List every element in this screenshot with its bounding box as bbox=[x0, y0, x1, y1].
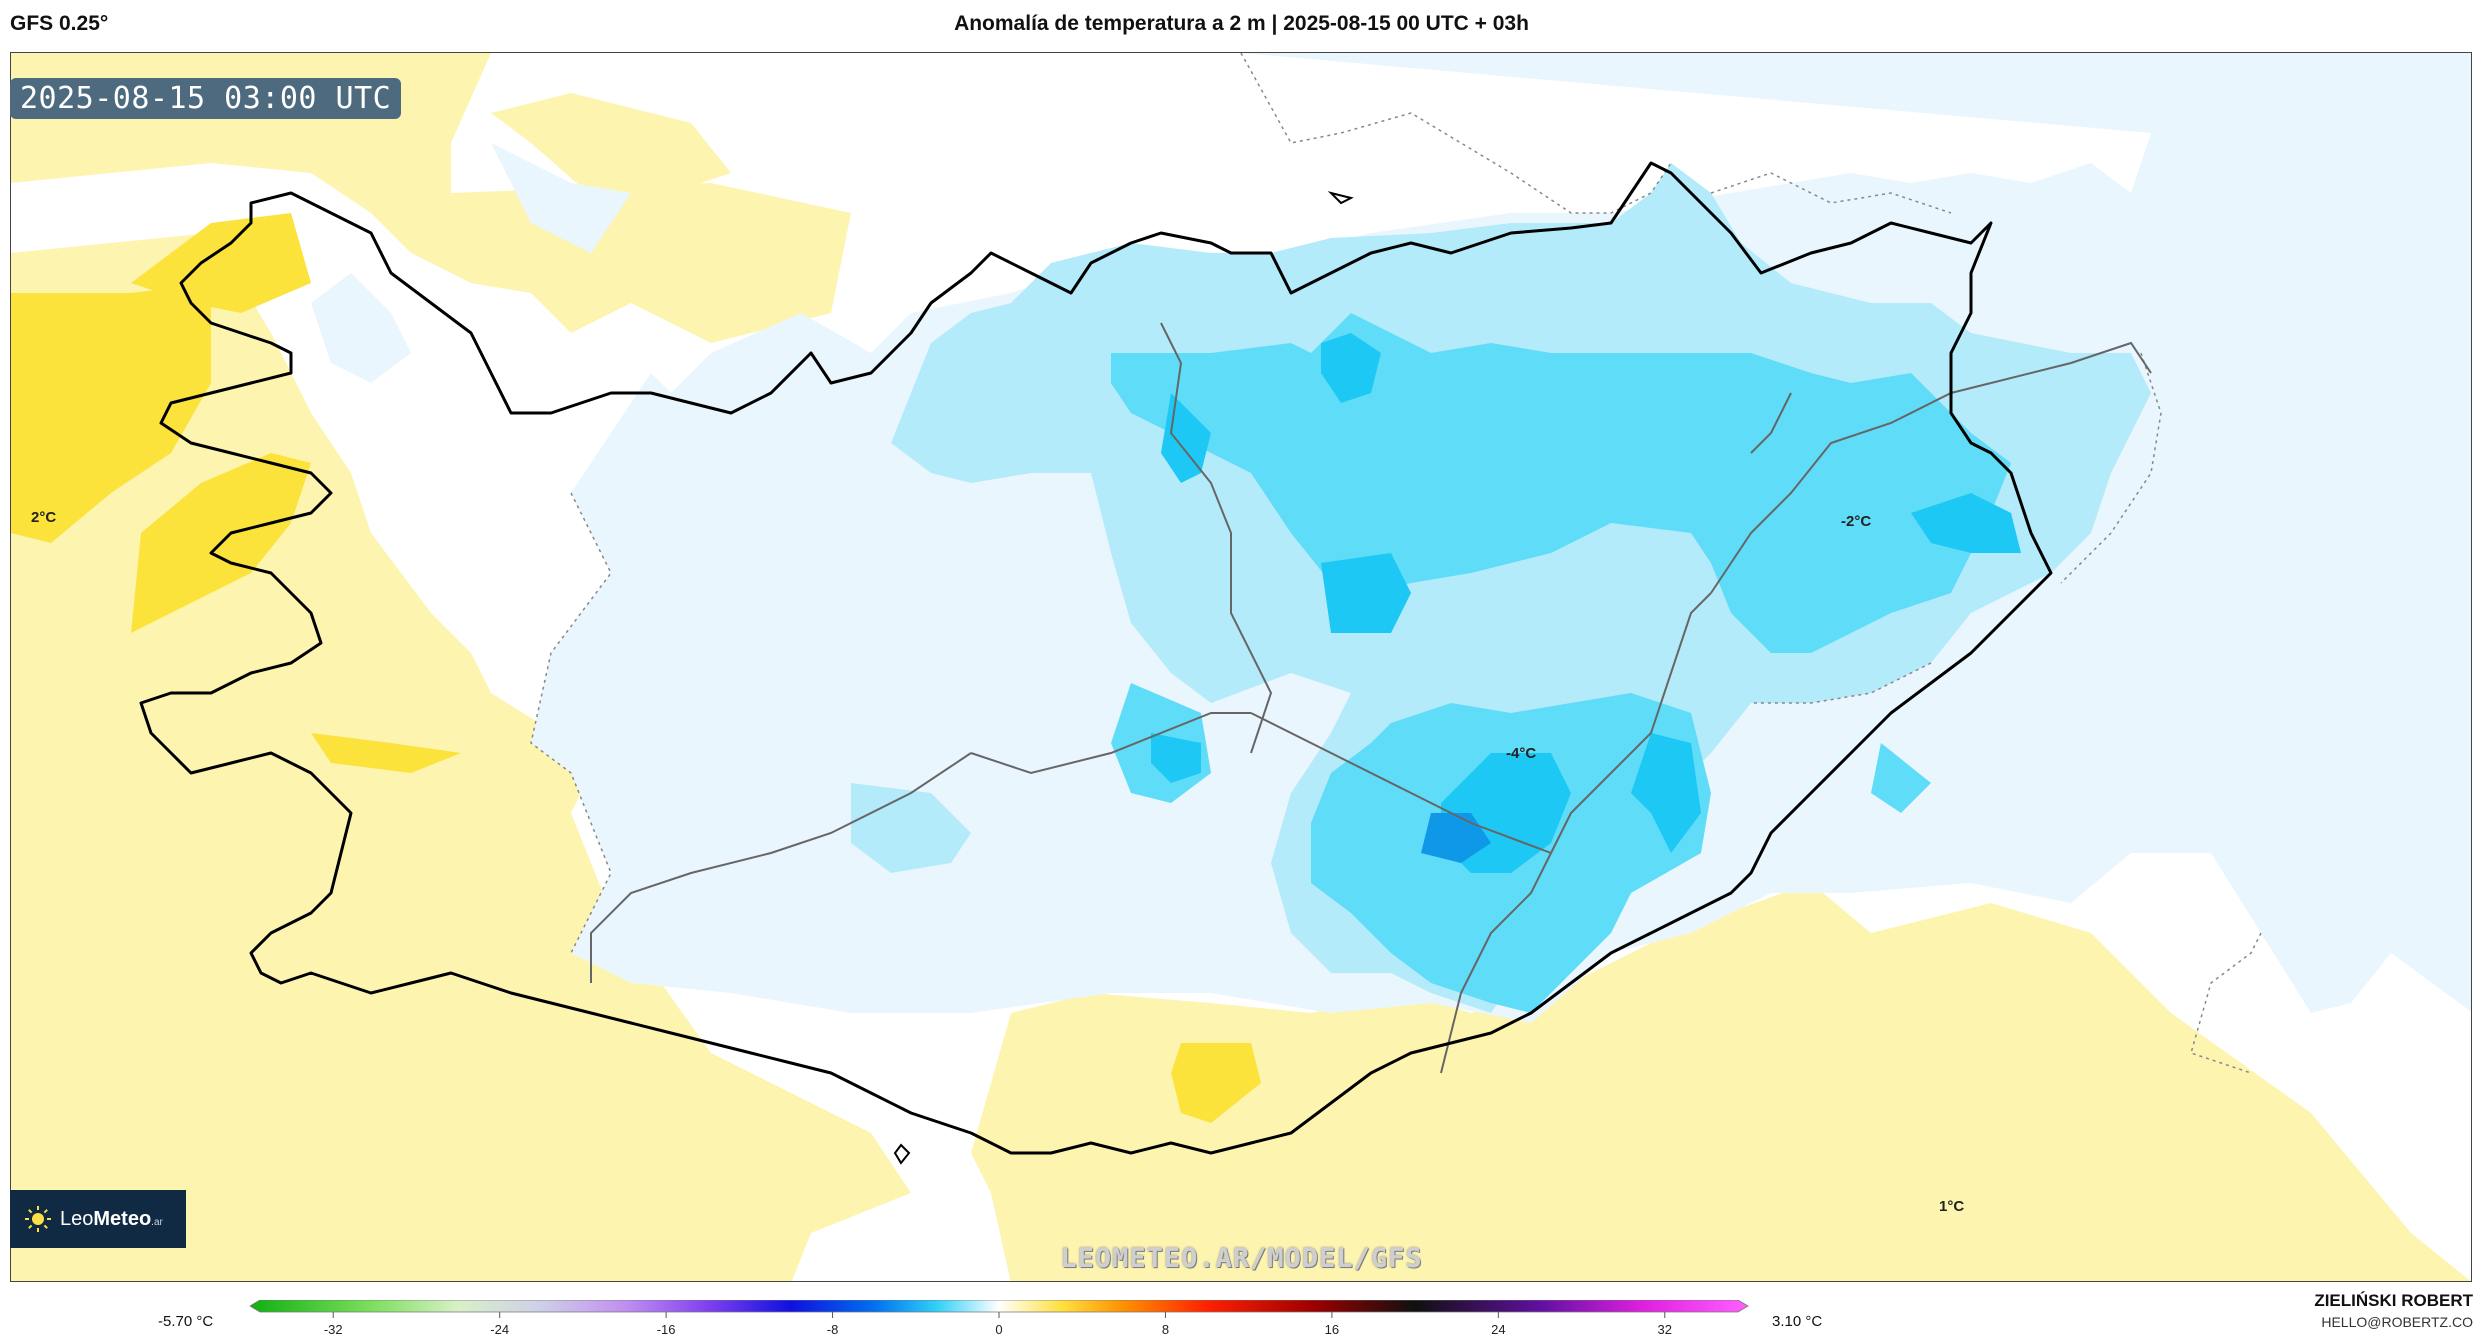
logo-text-bold: Meteo bbox=[93, 1207, 152, 1230]
legend-colorbar: -32 -24 -16 -8 0 8 16 24 32 bbox=[250, 1300, 1749, 1337]
legend-tick-label: -24 bbox=[490, 1322, 509, 1337]
islet bbox=[893, 1143, 911, 1165]
coastline bbox=[139, 161, 2053, 1155]
legend-tick-label: 32 bbox=[1658, 1322, 1672, 1337]
source-watermark: LEOMETEO.AR/MODEL/GFS bbox=[1060, 1243, 1423, 1274]
legend-tick-label: -8 bbox=[827, 1322, 839, 1337]
label-east: -2°C bbox=[1841, 513, 1872, 530]
label-west: 2°C bbox=[31, 509, 57, 526]
label-south: 1°C bbox=[1939, 1198, 1965, 1215]
map-panel[interactable]: 2°C -2°C -4°C 1°C bbox=[10, 52, 2472, 1282]
colorbar-fill bbox=[250, 1300, 1749, 1313]
legend-tick-label: 24 bbox=[1491, 1322, 1505, 1337]
author-email[interactable]: HELLO@ROBERTZ.CO bbox=[2321, 1314, 2473, 1330]
legend-tick-label: 0 bbox=[995, 1322, 1002, 1337]
dotted-boundaries bbox=[530, 53, 2262, 1074]
cold-core bbox=[1421, 813, 1491, 863]
legend-tick-label: 16 bbox=[1325, 1322, 1339, 1337]
brand-logo[interactable]: LeoMeteo.ar bbox=[10, 1190, 186, 1248]
logo-text-light: Leo bbox=[60, 1207, 94, 1230]
sun-icon bbox=[25, 1206, 51, 1232]
author-credit: ZIELIŃSKI ROBERT HELLO@ROBERTZ.CO bbox=[2314, 1291, 2473, 1330]
legend-min-value: -5.70 °C bbox=[158, 1313, 214, 1330]
color-legend: -5.70 °C -32 -24 -16 -8 0 8 16 24 32 3.10 °C bbox=[0, 1290, 2483, 1339]
chart-title: Anomalía de temperatura a 2 m | 2025-08-… bbox=[954, 12, 1529, 35]
legend-max-value: 3.10 °C bbox=[1772, 1313, 1823, 1330]
legend-tick-label: 8 bbox=[1162, 1322, 1169, 1337]
author-name: ZIELIŃSKI ROBERT bbox=[2314, 1291, 2473, 1310]
model-name: GFS 0.25° bbox=[10, 12, 109, 35]
label-center: -4°C bbox=[1506, 745, 1537, 762]
islet bbox=[1327, 191, 1354, 205]
anomaly-map bbox=[11, 53, 2471, 1281]
logo-suffix: .ar bbox=[151, 1216, 163, 1228]
legend-tick-label: -32 bbox=[324, 1322, 343, 1337]
legend-tick-label: -16 bbox=[657, 1322, 676, 1337]
valid-time-badge: 2025-08-15 03:00 UTC bbox=[10, 78, 402, 119]
